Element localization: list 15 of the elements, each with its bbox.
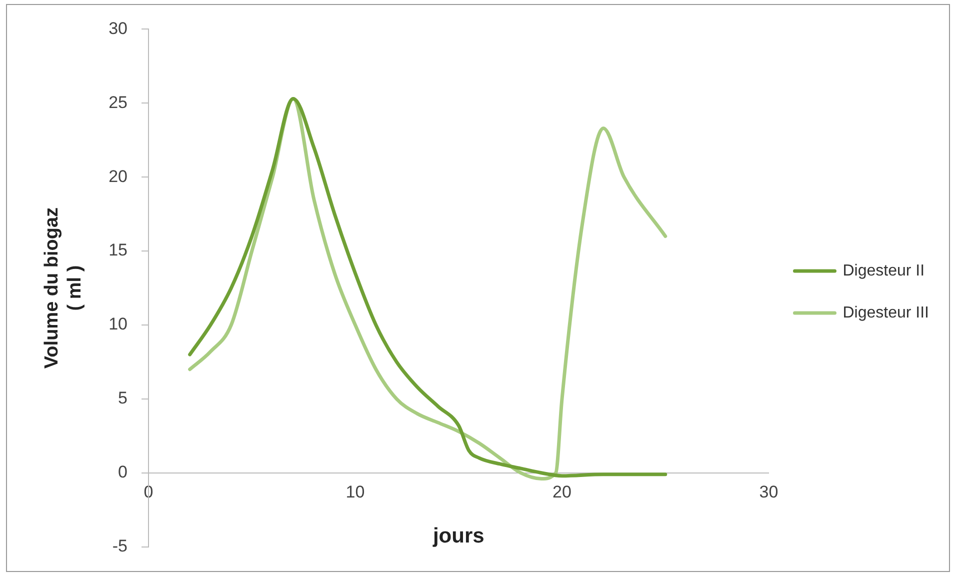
x-tick-label: 20 bbox=[552, 482, 572, 502]
legend-label: Digesteur II bbox=[842, 262, 925, 280]
y-tick-label: 30 bbox=[108, 18, 128, 38]
x-tick-label: 30 bbox=[759, 482, 778, 502]
y-tick-label: 25 bbox=[108, 92, 128, 112]
y-tick-label: -5 bbox=[112, 536, 128, 556]
legend-label: Digesteur III bbox=[842, 304, 930, 322]
x-tick-label: 10 bbox=[346, 482, 365, 502]
y-tick-label: 0 bbox=[118, 462, 128, 482]
y-tick-label: 5 bbox=[118, 388, 128, 408]
x-axis-title: jours bbox=[432, 524, 484, 548]
y-tick-label: 15 bbox=[108, 240, 128, 260]
y-tick-label: 10 bbox=[108, 314, 128, 334]
y-axis-title: Volume du biogaz ( ml ) bbox=[42, 207, 86, 369]
y-tick-label: 20 bbox=[108, 166, 128, 186]
